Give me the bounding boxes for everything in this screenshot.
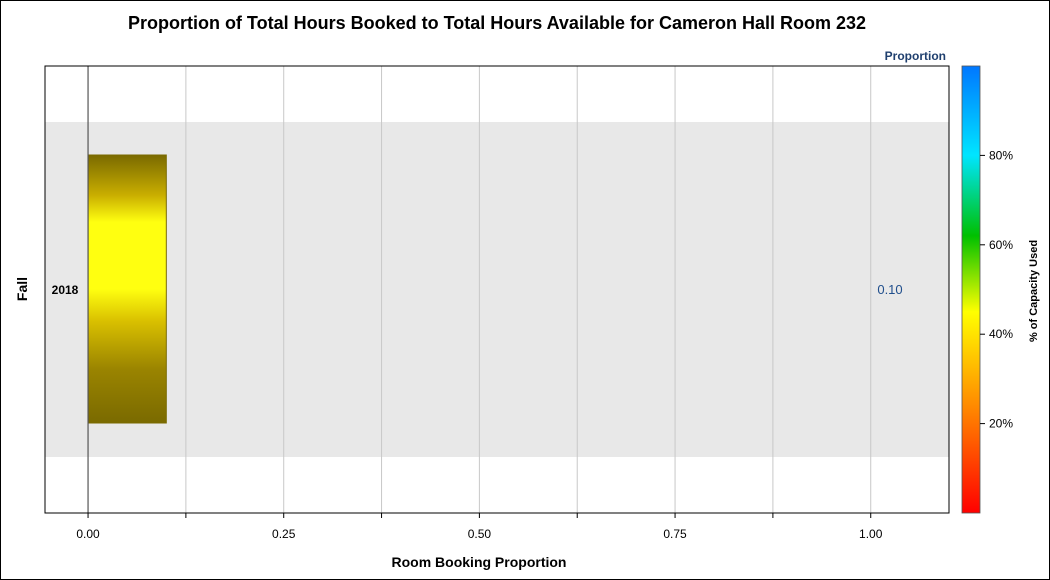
colorbar-tick-label: 80% <box>989 148 1013 162</box>
gridlines <box>185 66 872 513</box>
x-tick-label: 1.00 <box>859 527 883 541</box>
colorbar-label: % of Capacity Used <box>1028 240 1040 342</box>
colorbar-tick-label: 40% <box>989 327 1013 341</box>
plot-border <box>44 65 950 514</box>
x-tick-label: 0.75 <box>663 527 687 541</box>
colorbar <box>961 65 981 514</box>
value-column-header: Proportion <box>885 49 946 63</box>
category-band <box>45 122 949 457</box>
x-tick-label: 0.00 <box>76 527 100 541</box>
x-axis-ticks: 0.00 0.25 0.50 0.75 1.00 <box>76 513 883 541</box>
x-axis-label: Room Booking Proportion <box>392 554 567 570</box>
bar-2018 <box>87 154 167 424</box>
chart-title: Proportion of Total Hours Booked to Tota… <box>128 13 866 33</box>
x-tick-label: 0.25 <box>272 527 296 541</box>
value-label-2018: 0.10 <box>877 282 902 297</box>
category-label-2018: 2018 <box>52 283 79 297</box>
y-axis-label: Fall <box>14 277 30 301</box>
colorbar-tick-label: 20% <box>989 417 1013 431</box>
x-tick-label: 0.50 <box>468 527 492 541</box>
colorbar-tick-label: 60% <box>989 238 1013 252</box>
colorbar-ticks: 20% 40% 60% 80% <box>980 148 1013 431</box>
